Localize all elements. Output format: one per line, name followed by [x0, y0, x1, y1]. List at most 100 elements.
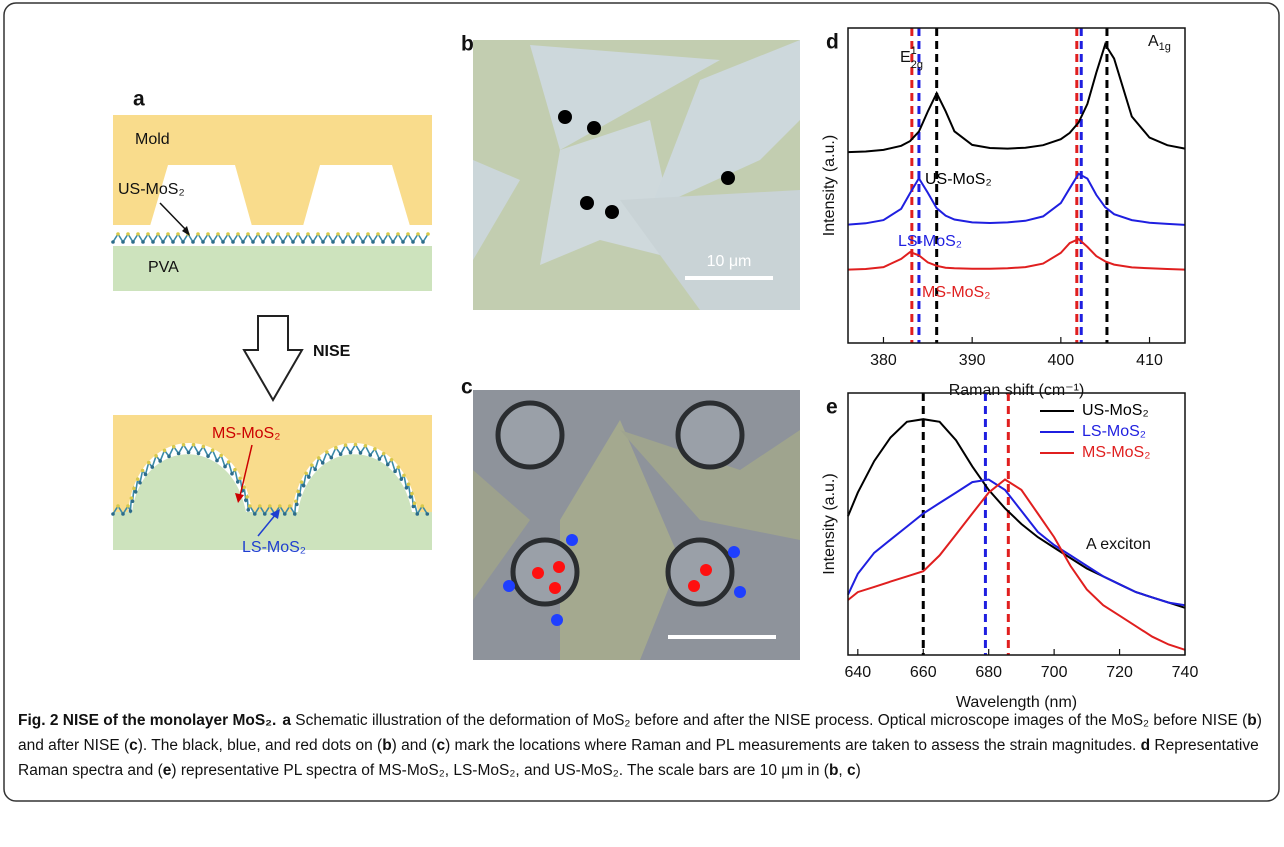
atom — [338, 452, 343, 457]
atom — [156, 232, 160, 236]
dot — [549, 582, 561, 594]
atom — [276, 232, 280, 236]
atom — [399, 477, 404, 481]
annotation-part: E — [900, 49, 911, 66]
atom — [271, 240, 275, 244]
substrate-label: PVA — [148, 259, 179, 276]
series-label: MS-MoS₂ — [922, 284, 990, 301]
series-line — [847, 42, 1186, 154]
atom — [251, 240, 255, 244]
series-line — [847, 237, 1186, 271]
dot — [587, 121, 601, 135]
x-tick-label: 380 — [870, 352, 897, 369]
atom — [196, 451, 201, 456]
x-tick-label: 720 — [1106, 664, 1133, 681]
atom — [291, 240, 295, 244]
atom — [277, 504, 282, 508]
atom — [256, 232, 260, 236]
mold-label: Mold — [135, 131, 170, 148]
atom — [241, 240, 245, 244]
chain — [112, 232, 429, 244]
dot — [551, 614, 563, 626]
atom — [348, 450, 353, 455]
atom — [221, 240, 225, 244]
bubble — [665, 537, 735, 607]
x-tick-label: 640 — [844, 664, 871, 681]
panel-label: c — [461, 376, 473, 399]
annotation: A exciton — [1086, 536, 1151, 553]
atom — [317, 456, 321, 460]
atom — [219, 453, 223, 458]
atom — [181, 442, 186, 447]
mold-cavity — [150, 165, 252, 226]
atom — [167, 454, 171, 459]
atom — [206, 232, 210, 236]
atom — [215, 458, 219, 463]
atom — [226, 232, 230, 236]
dot — [532, 567, 544, 579]
atom — [210, 448, 215, 452]
atom — [296, 232, 300, 236]
atom — [396, 465, 401, 469]
y-axis-label: Intensity (a.u.) — [821, 473, 838, 574]
caption-text: d — [1140, 737, 1151, 754]
x-tick-label: 740 — [1172, 664, 1199, 681]
atom — [233, 467, 237, 472]
atom — [366, 232, 370, 236]
substrate — [113, 454, 432, 550]
dot — [721, 171, 735, 185]
caption-text: a — [282, 712, 291, 729]
atom — [244, 498, 248, 502]
arrow — [239, 444, 253, 497]
atom — [150, 465, 155, 469]
atom — [223, 464, 227, 469]
dot — [688, 580, 700, 592]
panel-label: b — [461, 33, 474, 56]
caption-text: ) — [855, 762, 861, 779]
atom — [116, 504, 120, 508]
bubble — [510, 537, 580, 607]
atom — [257, 504, 262, 508]
atom — [377, 457, 382, 461]
atom — [141, 240, 145, 244]
atom — [171, 240, 175, 244]
atom — [135, 477, 140, 481]
dot — [503, 580, 515, 592]
mos2-layer — [111, 232, 430, 244]
annotation-part: A exciton — [1086, 536, 1151, 553]
atom — [201, 240, 205, 244]
x-tick-label: 400 — [1047, 352, 1074, 369]
flake — [530, 45, 720, 150]
atom — [131, 240, 135, 244]
atom — [136, 232, 140, 236]
atom — [353, 442, 358, 447]
atom — [341, 240, 345, 244]
caption-text: ) and ( — [391, 737, 437, 754]
atom — [331, 240, 335, 244]
caption-text: Schematic illustration of the deformatio… — [291, 712, 1248, 729]
atom — [304, 471, 308, 476]
atom — [267, 504, 272, 508]
caption-text: Representative Raman spectra and ( — [18, 737, 1259, 779]
atom — [396, 232, 400, 236]
atom — [296, 489, 300, 494]
atom — [235, 480, 240, 484]
atom — [128, 509, 133, 513]
atom — [226, 460, 231, 464]
atom — [425, 512, 430, 516]
series-label: LS-MoS₂ — [898, 233, 962, 250]
atom — [181, 240, 185, 244]
caption-text: b — [382, 737, 392, 754]
atom — [246, 232, 250, 236]
atom — [158, 459, 162, 463]
atom — [246, 508, 251, 512]
substrate — [113, 246, 432, 291]
atom — [129, 496, 134, 500]
legend-label: MS-MoS₂ — [1082, 444, 1150, 461]
atom — [236, 232, 240, 236]
atom — [176, 232, 180, 236]
atom — [316, 232, 320, 236]
atom — [325, 450, 329, 454]
annotation-part: 1g — [1159, 41, 1171, 53]
